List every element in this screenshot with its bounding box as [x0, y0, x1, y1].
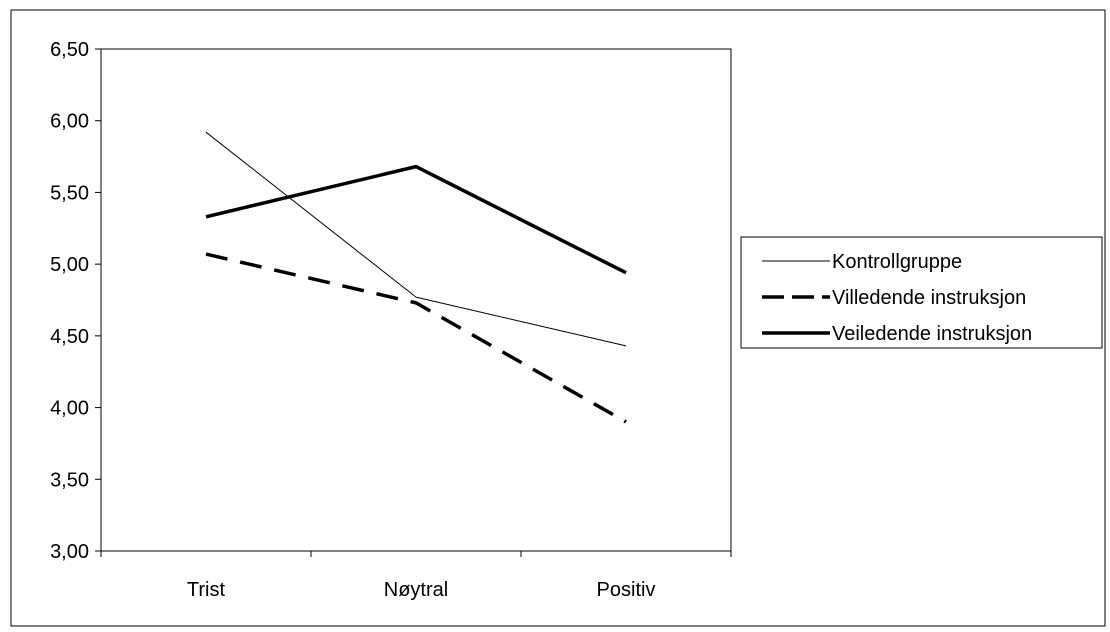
legend: Kontrollgruppe Villedende instruksjon Veil… [740, 236, 1103, 349]
series-layer [205, 131, 627, 424]
y-tick-label: 6,50 [50, 39, 89, 61]
x-axis: Trist Nøytral Positiv [100, 551, 732, 601]
legend-box [740, 236, 1103, 349]
x-tick-label: Positiv [597, 579, 656, 601]
y-tick-label: 6,00 [50, 111, 89, 133]
x-tick-label: Nøytral [384, 579, 448, 601]
series-line-3 [205, 164, 627, 275]
legend-label: Kontrollgruppe [832, 251, 962, 273]
x-tick-label: Trist [187, 579, 226, 601]
y-tick-label: 4,50 [50, 326, 89, 348]
y-tick-label: 4,00 [50, 398, 89, 420]
series-line-2 [205, 252, 627, 424]
legend-label: Villedende instruksjon [832, 287, 1026, 309]
y-tick-label: 3,50 [50, 469, 89, 491]
y-tick-label: 3,00 [50, 541, 89, 563]
legend-label: Veiledende instruksjon [832, 323, 1032, 345]
series-line-1 [205, 131, 627, 347]
plot-area [100, 48, 732, 552]
y-tick-label: 5,00 [50, 254, 89, 276]
y-tick-label: 5,50 [50, 182, 89, 204]
y-axis: 3,00 3,50 4,00 4,50 5,00 5,50 6,00 6,50 [50, 39, 101, 563]
